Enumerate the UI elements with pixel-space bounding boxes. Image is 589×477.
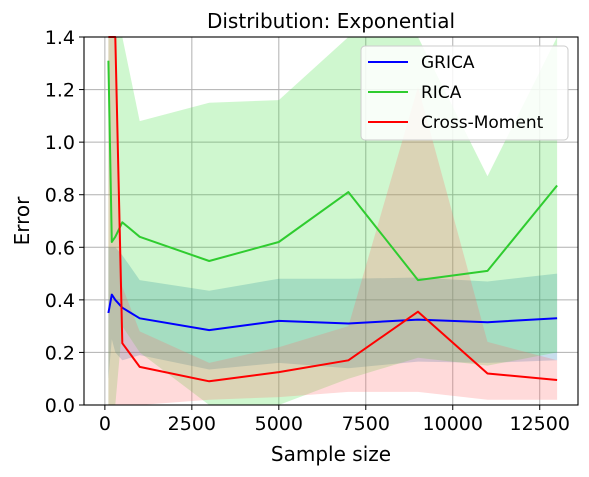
x-tick-label: 7500 (342, 413, 390, 435)
error-band (108, 247, 558, 379)
x-tick-label: 5000 (255, 413, 303, 435)
y-tick-label: 0.0 (45, 395, 75, 417)
x-tick-label: 12500 (510, 413, 570, 435)
chart-title: Distribution: Exponential (207, 9, 455, 33)
y-tick-label: 0.6 (45, 237, 75, 259)
y-axis-label: Error (10, 196, 34, 246)
series-line (107, 293, 558, 332)
y-tick-label: 1.0 (45, 132, 75, 154)
x-axis-ticks: 0 2500 5000 7500 10000 12500 (99, 405, 570, 435)
legend-label: Cross-Moment (421, 113, 544, 133)
legend: GRICA RICA Cross-Moment (360, 45, 569, 141)
legend-box (360, 45, 569, 141)
y-tick-label: 0.2 (45, 342, 75, 364)
legend-label: GRICA (421, 53, 475, 73)
x-tick-label: 10000 (423, 413, 483, 435)
x-tick-label: 2500 (168, 413, 216, 435)
x-tick-label: 0 (99, 413, 111, 435)
y-axis-ticks: 0.0 0.2 0.4 0.6 0.8 1.0 1.2 1.4 (45, 27, 84, 417)
y-tick-label: 1.4 (45, 27, 75, 49)
x-axis-label: Sample size (271, 442, 391, 466)
y-tick-label: 1.2 (45, 80, 75, 102)
plot-frame (83, 36, 579, 406)
series-line (107, 60, 558, 282)
y-tick-label: 0.4 (45, 290, 75, 312)
legend-label: RICA (421, 83, 462, 103)
error-band (108, 37, 558, 405)
y-tick-label: 0.8 (45, 185, 75, 207)
